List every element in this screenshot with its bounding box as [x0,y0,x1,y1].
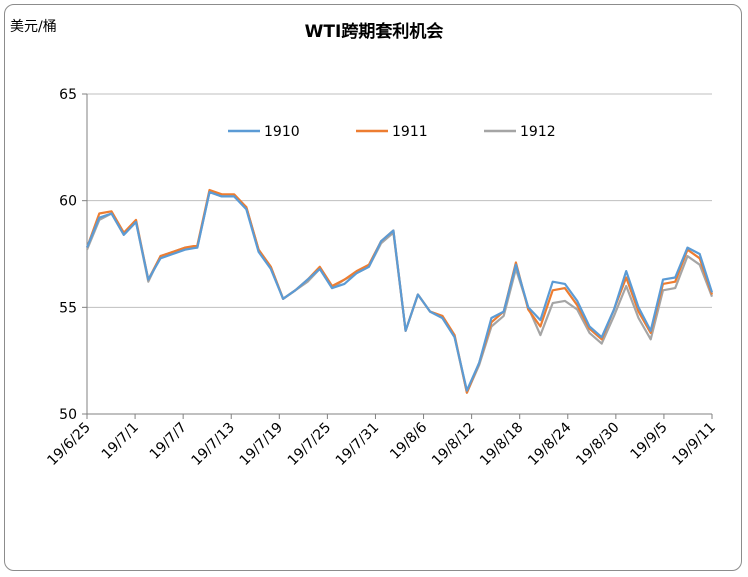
chart-title: WTI跨期套利机会 [304,22,444,42]
legend-label-1911: 1911 [392,124,428,140]
y-tick-label: 50 [59,407,77,423]
x-tick-label: 19/7/19 [237,420,286,469]
x-tick-label: 19/8/6 [387,419,430,462]
x-tick-label: 19/8/24 [525,419,575,469]
legend-label-1912: 1912 [520,124,556,140]
x-tick-label: 19/7/7 [147,420,190,463]
x-tick-label: 19/8/30 [573,420,622,469]
legend: 1910 1911 1912 [228,124,556,140]
series-line-1911 [85,188,714,394]
y-tick-label: 55 [59,300,77,316]
y-axis-ticks: 50 55 60 65 [59,87,88,423]
x-tick-label: 19/9/11 [669,420,718,469]
legend-label-1910: 1910 [264,124,300,140]
x-tick-label: 19/9/5 [628,420,671,463]
y-tick-label: 60 [59,194,77,210]
chart-frame [4,4,742,571]
y-tick-label: 65 [59,87,77,103]
x-tick-label: 19/8/12 [429,420,478,469]
x-axis: 19/6/25 19/7/1 19/7/719/7/1319/7/1919/7/25… [44,414,719,469]
y-axis-unit-label: 美元/桶 [10,19,57,35]
x-tick-label: 19/8/18 [477,420,526,469]
grid-lines [87,93,712,415]
x-tick-label: 19/6/25 [44,420,93,469]
x-tick-label: 19/7/1 [99,420,142,463]
x-tick-label: 19/7/13 [189,420,238,469]
series-line-1910 [85,191,714,392]
x-tick-label: 19/7/31 [333,420,382,469]
x-tick-label: 19/7/25 [285,420,334,469]
series-lines [85,188,714,394]
series-line-1912 [85,191,714,394]
